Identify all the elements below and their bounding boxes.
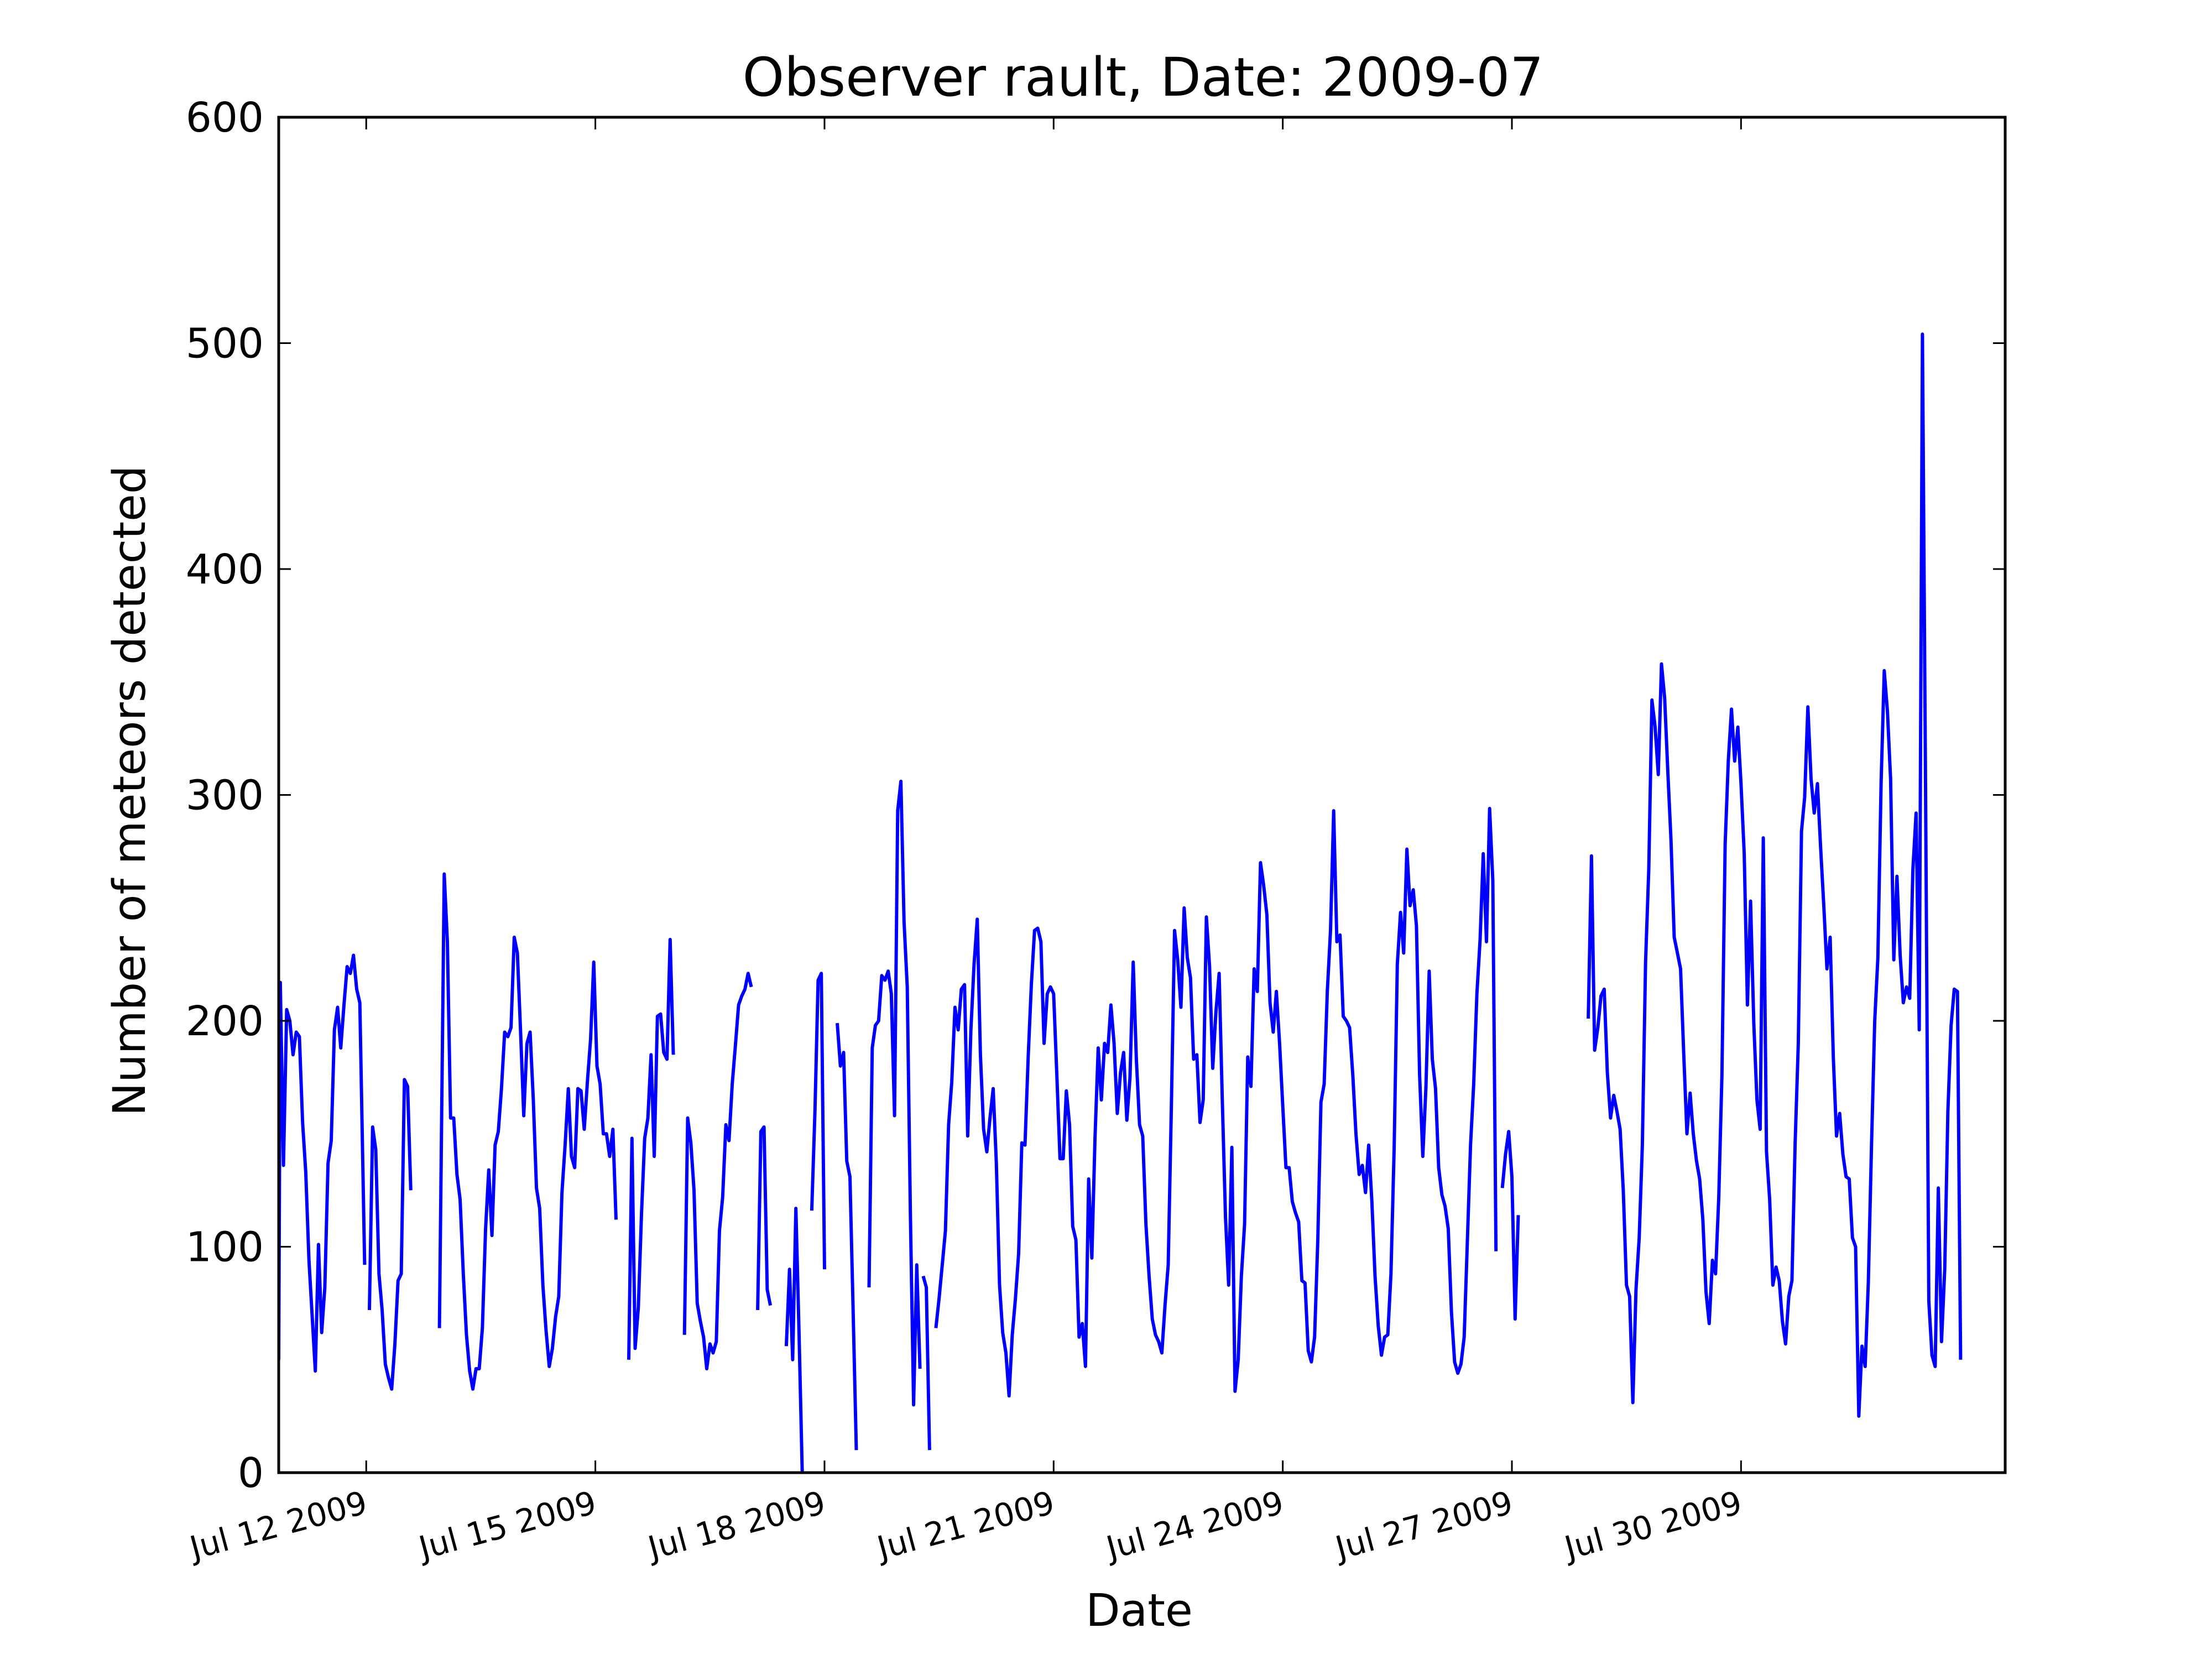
tick-layer: 0 100 200 300 400 500 600 Jul 12 2009 Jul 15 200… — [184, 94, 2005, 1567]
series-line-segment — [1587, 332, 1963, 1418]
chart-title: Observer rault, Date: 2009-07 — [743, 46, 1544, 108]
series-line-segment — [368, 1078, 413, 1391]
y-tick-label: 400 — [186, 546, 264, 593]
y-tick-label: 600 — [186, 94, 264, 142]
series-line-segment — [810, 972, 826, 1270]
plot-frame — [277, 116, 2007, 1474]
series-line-segment — [867, 780, 922, 1407]
y-tick-label: 200 — [186, 998, 264, 1045]
x-axis-label: Date — [1086, 1585, 1193, 1637]
x-tick-label: Jul 21 2009 — [872, 1484, 1058, 1567]
x-tick-label: Jul 15 2009 — [414, 1484, 601, 1567]
series-line-segment — [756, 1125, 773, 1310]
series-line-segment — [836, 1022, 858, 1451]
x-tick-label: Jul 24 2009 — [1101, 1484, 1288, 1567]
series-line-segment — [437, 872, 618, 1391]
series-layer — [279, 332, 1963, 1473]
y-tick-label: 500 — [186, 320, 264, 368]
series-line-segment — [784, 1207, 804, 1473]
y-axis-label: Number of meteors detected — [104, 466, 156, 1116]
series-line-segment — [921, 1275, 931, 1451]
series-line-segment — [934, 807, 1498, 1398]
y-tick-label: 0 — [238, 1449, 264, 1497]
x-tick-label: Jul 27 2009 — [1330, 1484, 1517, 1567]
series-line-segment — [1500, 1130, 1520, 1321]
y-tick-label: 100 — [186, 1224, 264, 1271]
x-tick-label: Jul 12 2009 — [184, 1484, 371, 1567]
x-tick-label: Jul 18 2009 — [643, 1484, 830, 1567]
y-tick-label: 300 — [186, 772, 264, 820]
x-tick-label: Jul 30 2009 — [1559, 1484, 1746, 1567]
series-line-segment — [627, 937, 675, 1360]
series-line-segment — [682, 972, 753, 1371]
series-line-segment — [279, 953, 367, 1373]
